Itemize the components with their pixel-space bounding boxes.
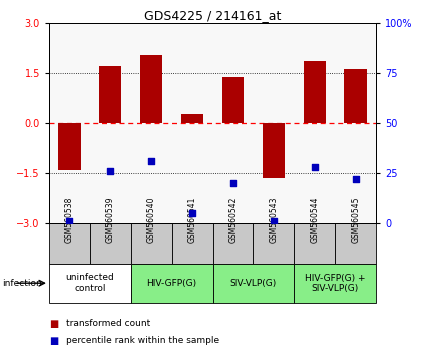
Bar	[212, 223, 253, 264]
Point	[312, 164, 318, 170]
Bar	[58, 123, 81, 170]
Text: percentile rank within the sample: percentile rank within the sample	[66, 336, 219, 345]
Bar	[294, 264, 376, 303]
Point	[189, 210, 196, 216]
Text: SIV-VLP(G): SIV-VLP(G)	[230, 279, 277, 288]
Text: infection: infection	[2, 279, 42, 289]
Point	[107, 168, 113, 174]
Bar	[90, 223, 131, 264]
Point	[230, 180, 236, 186]
Point	[270, 218, 277, 224]
Bar	[49, 264, 131, 303]
Bar	[294, 223, 335, 264]
Point	[148, 158, 155, 164]
Text: HIV-GFP(G): HIV-GFP(G)	[147, 279, 197, 288]
Bar	[335, 223, 376, 264]
Bar	[263, 123, 285, 178]
Bar	[222, 77, 244, 123]
Bar	[212, 264, 294, 303]
Text: transformed count: transformed count	[66, 319, 150, 329]
Bar	[99, 66, 122, 123]
Text: GSM560539: GSM560539	[106, 196, 115, 242]
Bar	[131, 264, 212, 303]
Bar	[344, 69, 367, 123]
Text: GSM560542: GSM560542	[229, 196, 238, 242]
Title: GDS4225 / 214161_at: GDS4225 / 214161_at	[144, 9, 281, 22]
Text: uninfected
control: uninfected control	[65, 274, 114, 293]
Text: HIV-GFP(G) +
SIV-VLP(G): HIV-GFP(G) + SIV-VLP(G)	[305, 274, 366, 293]
Bar	[303, 61, 326, 123]
Text: ■: ■	[49, 336, 58, 346]
Text: GSM560541: GSM560541	[187, 196, 196, 242]
Bar	[172, 223, 212, 264]
Bar	[49, 223, 90, 264]
Bar	[181, 114, 203, 123]
Text: GSM560544: GSM560544	[310, 196, 319, 242]
Text: GSM560545: GSM560545	[351, 196, 360, 242]
Point	[66, 218, 73, 224]
Bar	[131, 223, 172, 264]
Text: GSM560538: GSM560538	[65, 196, 74, 242]
Text: GSM560540: GSM560540	[147, 196, 156, 242]
Point	[352, 176, 359, 182]
Text: GSM560543: GSM560543	[269, 196, 278, 242]
Text: ■: ■	[49, 319, 58, 329]
Bar	[253, 223, 294, 264]
Bar	[140, 55, 162, 123]
